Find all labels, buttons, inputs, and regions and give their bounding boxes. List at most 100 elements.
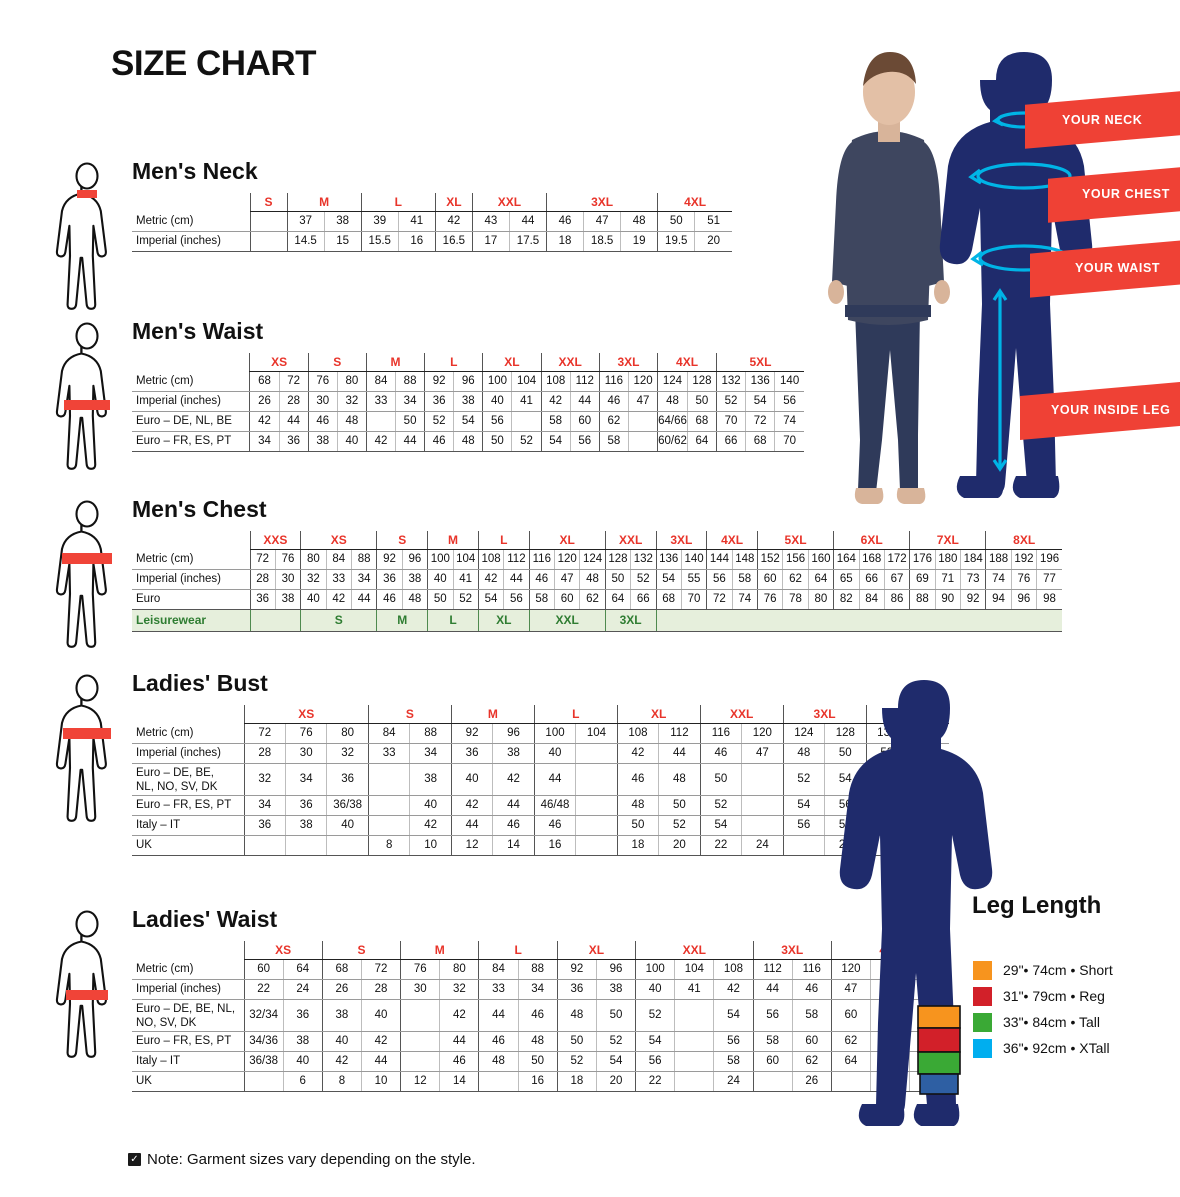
table-cell: 108 [713,959,754,980]
table-cell: 92 [959,589,986,610]
table-cell: 44 [439,1031,479,1052]
table-cell: 196 [1036,549,1062,570]
figure-male-chest-silhouette [50,498,124,650]
table-cell [249,211,288,232]
table-cell: 46 [307,411,338,432]
size-header-7xl: 7XL [909,531,986,550]
table-cell [400,1051,440,1072]
table-cell: 18.5 [583,231,621,252]
size-header-3xl: 3XL [782,705,867,724]
table-cell [575,795,618,816]
row-label: Imperial (inches) [132,979,245,1000]
table-cell: 36 [424,391,454,412]
table-cell: 50 [517,1051,558,1072]
table-cell: 64 [807,569,834,590]
leg-length-swatch [973,1012,992,1032]
size-header-l: L [478,941,558,960]
table-cell: 26 [791,1071,832,1092]
table-cell: 76 [307,371,338,392]
table-cell: 42 [360,1031,401,1052]
figure-female-bust-silhouette [50,672,124,824]
table-cell: 55 [680,569,707,590]
table-cell [365,411,396,432]
leg-length-swatch [973,960,992,980]
size-header-l: L [424,353,483,372]
table-cell: 88 [350,549,377,570]
table-cell: 128 [686,371,717,392]
table-cell: 48 [658,763,701,796]
row-label: Metric (cm) [132,959,245,980]
table-cell: 62 [579,589,606,610]
table-cell: 88 [409,723,452,744]
table-cell: 33 [367,743,410,764]
table-cell: 44 [503,569,530,590]
size-header-m: M [450,705,535,724]
table-cell: 50 [616,815,659,836]
size-header-xl: XL [528,531,606,550]
section-mens-waist: Men's Waist XS S M L XL XXL 3XL 4XL 5XL Metric (cm… [50,320,804,472]
row-label: Euro – FR, ES, PT [132,431,250,452]
table-cell: 66 [630,589,656,610]
table-cell: 43 [471,211,510,232]
table-cell [741,815,784,836]
table-cell: 84 [365,371,396,392]
table-cell: 44 [533,763,576,796]
size-header-xl: XL [616,705,701,724]
size-header-s: S [367,705,452,724]
page-title: SIZE CHART [111,44,317,83]
table-cell: 136 [655,549,682,570]
table-cell: 96 [401,549,428,570]
callout-label: YOUR CHEST [1081,187,1170,202]
navy-silhouette [939,52,1093,498]
size-header-xs: XS [243,941,323,960]
table-cell: 128 [824,723,867,744]
row-label: Euro – FR, ES, PT [132,795,244,816]
table-cell: 46 [791,979,832,1000]
leisurewear-row: Leisurewear S M L XL XXL 3XL [132,609,1062,632]
table-cell: 44 [508,211,547,232]
table-cell: 58 [713,1051,754,1072]
table-cell: 54 [540,431,571,452]
leisurewear-cell [655,609,1062,632]
table-cell: 96 [595,959,636,980]
table-cell: 68 [321,959,362,980]
table-cell: 116 [699,723,742,744]
table-cell: 112 [658,723,701,744]
table-cell: 38 [274,589,301,610]
leg-length-legend-item: 29"• 74cm • Short [973,957,1113,983]
table-cell: 17.5 [508,231,547,252]
table-cell: 41 [452,569,479,590]
table-row: Italy – IT 36/38 40 42 44 46 48 50 52 54 56 58 60 62 6… [132,1051,949,1072]
size-header-xl: XL [556,941,636,960]
table-cell: 38 [321,999,362,1032]
table-cell: 47 [627,391,658,412]
table-cell: 14.5 [286,231,325,252]
table-row: Metric (cm) 72 76 80 84 88 92 96 100 104 108 112 116… [132,723,949,744]
table-cell: 140 [774,371,804,392]
table-cell: 64 [604,589,631,610]
figure-male-neck-silhouette [50,160,124,312]
table-cell: 152 [756,549,783,570]
table-cell: 64 [686,431,717,452]
table-cell: 58 [731,569,758,590]
leg-length-panel: Leg Length 29"• 74cm • Short 31"• 79cm • … [820,670,1180,1170]
table-cell: 88 [395,371,425,392]
size-header-m: M [365,353,425,372]
table-cell: 15 [323,231,362,252]
size-header-l: L [533,705,618,724]
leg-length-title: Leg Length [972,892,1102,919]
table-cell [674,1051,714,1072]
table-cell: 60/62 [657,431,688,452]
table-cell: 132 [715,371,746,392]
table-cell: 42 [439,999,479,1032]
table-cell: 48 [556,999,597,1032]
table-cell: 42 [450,795,493,816]
table-cell: 34 [249,431,280,452]
table-cell [367,795,410,816]
table-cell: 64 [282,959,323,980]
table-cell: 44 [278,411,309,432]
row-label: Italy – IT [132,1051,245,1072]
table-cell: 64/66 [657,411,688,432]
table-cell: 48 [453,431,483,452]
table-cell: 32 [243,763,286,796]
